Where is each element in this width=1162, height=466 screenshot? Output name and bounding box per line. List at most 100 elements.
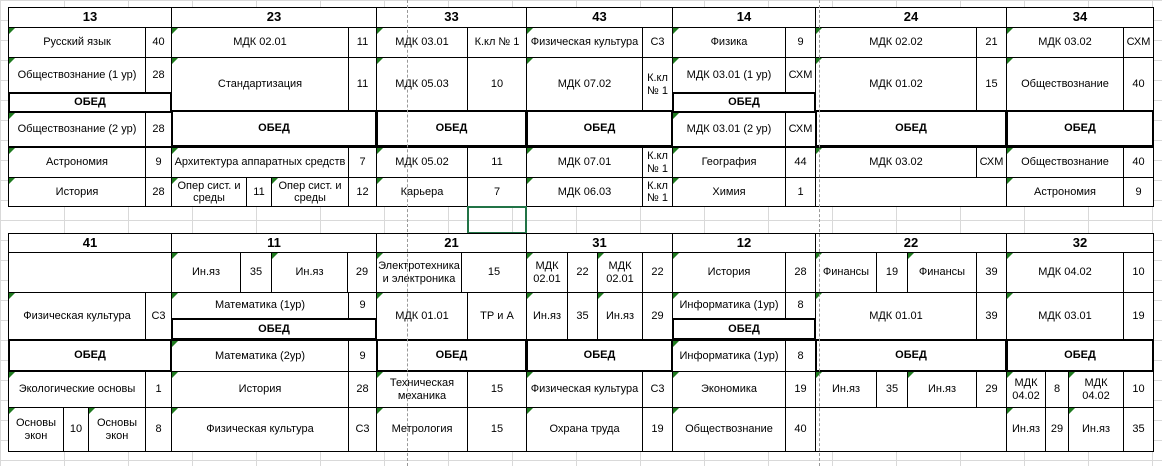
subject-cell[interactable]: Ин.яз [1006,407,1046,452]
room-cell[interactable]: 11 [246,177,272,207]
room-cell[interactable]: 35 [876,371,908,408]
group-header[interactable]: 21 [376,233,527,253]
subject-cell[interactable]: Физика [672,27,786,58]
room-cell[interactable]: 15 [467,371,527,408]
group-header[interactable]: 43 [526,7,673,28]
room-cell[interactable]: 28 [145,112,172,147]
subject-cell[interactable]: Опер сист. и среды [171,177,247,207]
group-header[interactable]: 23 [171,7,377,28]
subject-cell[interactable]: МДК 05.02 [376,147,468,178]
room-cell[interactable]: 1 [785,177,816,207]
room-cell[interactable]: ТР и А [467,292,527,341]
lunch-cell[interactable]: ОБЕД [8,92,172,113]
room-cell[interactable]: 15 [976,57,1007,112]
group-header[interactable]: 32 [1006,233,1154,253]
subject-cell[interactable]: МДК 07.01 [526,147,643,178]
room-cell[interactable]: 40 [785,407,816,452]
group-header[interactable]: 13 [8,7,172,28]
subject-cell[interactable]: Математика (2ур) [171,340,349,372]
subject-cell[interactable]: Экономика [672,371,786,408]
room-cell[interactable]: 7 [348,147,377,178]
group-header[interactable]: 33 [376,7,527,28]
room-cell[interactable]: С3 [642,371,673,408]
room-cell[interactable]: 19 [1123,292,1154,341]
subject-cell[interactable]: Карьера [376,177,468,207]
room-cell[interactable]: С3 [348,407,377,452]
room-cell[interactable]: 15 [467,407,527,452]
subject-cell[interactable]: МДК 03.01 [1006,292,1124,341]
room-cell[interactable]: СХМ [785,57,816,93]
subject-cell[interactable]: Техническая механика [376,371,468,408]
room-cell[interactable]: 10 [467,57,527,112]
room-cell[interactable]: С3 [642,27,673,58]
room-cell[interactable]: 9 [348,340,377,372]
room-cell[interactable]: 39 [976,252,1007,293]
subject-cell[interactable]: Ин.яз [907,371,977,408]
subject-cell[interactable]: Информатика (1ур) [672,340,786,372]
subject-cell[interactable]: История [8,177,146,207]
group-header[interactable]: 14 [672,7,816,28]
lunch-cell[interactable]: ОБЕД [672,92,816,113]
subject-cell[interactable]: МДК 01.01 [815,292,977,341]
subject-cell[interactable]: Ин.яз [1068,407,1124,452]
subject-cell[interactable]: МДК 04.02 [1068,371,1124,408]
subject-cell[interactable]: Ин.яз [597,292,643,341]
subject-cell[interactable]: Обществознание [672,407,786,452]
lunch-cell[interactable]: ОБЕД [526,110,673,147]
subject-cell[interactable]: Основы экон [88,407,146,452]
lunch-cell[interactable]: ОБЕД [171,318,377,340]
room-cell[interactable]: 10 [1123,252,1154,293]
lunch-cell[interactable]: ОБЕД [1006,339,1154,372]
empty-cell[interactable] [815,407,1007,452]
room-cell[interactable]: 10 [1123,371,1154,408]
subject-cell[interactable]: Обществознание (2 ур) [8,112,146,147]
subject-cell[interactable]: Физическая культура [8,292,146,341]
room-cell[interactable]: 8 [1045,371,1069,408]
subject-cell[interactable]: МДК 07.02 [526,57,643,112]
subject-cell[interactable]: МДК 06.03 [526,177,643,207]
room-cell[interactable]: 39 [976,292,1007,341]
subject-cell[interactable]: Информатика (1ур) [672,292,786,319]
room-cell[interactable]: 12 [348,177,377,207]
room-cell[interactable]: К.кл № 1 [642,57,673,112]
room-cell[interactable]: 11 [467,147,527,178]
subject-cell[interactable]: История [672,252,786,293]
subject-cell[interactable]: МДК 03.02 [815,147,977,178]
group-header[interactable]: 22 [815,233,1007,253]
room-cell[interactable]: 19 [876,252,908,293]
subject-cell[interactable]: МДК 05.03 [376,57,468,112]
subject-cell[interactable]: История [171,371,349,408]
room-cell[interactable]: СХМ [785,112,816,147]
subject-cell[interactable]: Ин.яз [526,292,568,341]
subject-cell[interactable]: Физическая культура [526,27,643,58]
room-cell[interactable]: 8 [145,407,172,452]
subject-cell[interactable]: Ин.яз [171,252,241,293]
subject-cell[interactable]: Физическая культура [171,407,349,452]
room-cell[interactable]: 8 [785,292,816,319]
room-cell[interactable]: 44 [785,147,816,178]
room-cell[interactable]: 22 [567,252,598,293]
subject-cell[interactable]: Финансы [815,252,877,293]
subject-cell[interactable]: МДК 01.02 [815,57,977,112]
room-cell[interactable]: 19 [785,371,816,408]
room-cell[interactable]: 35 [567,292,598,341]
room-cell[interactable]: 9 [348,292,377,319]
room-cell[interactable]: 35 [240,252,272,293]
group-header[interactable]: 34 [1006,7,1154,28]
room-cell[interactable]: 28 [145,57,172,93]
room-cell[interactable]: 22 [642,252,673,293]
subject-cell[interactable]: Химия [672,177,786,207]
lunch-cell[interactable]: ОБЕД [171,110,377,147]
group-header[interactable]: 41 [8,233,172,253]
subject-cell[interactable]: Обществознание [1006,147,1124,178]
room-cell[interactable]: К.кл № 1 [642,177,673,207]
room-cell[interactable]: 29 [1045,407,1069,452]
subject-cell[interactable]: Астрономия [1006,177,1124,207]
room-cell[interactable]: 21 [976,27,1007,58]
room-cell[interactable]: 40 [1123,147,1154,178]
room-cell[interactable]: 28 [348,371,377,408]
empty-cell[interactable] [8,252,172,293]
subject-cell[interactable]: Ин.яз [815,371,877,408]
room-cell[interactable]: СХМ [976,147,1007,178]
room-cell[interactable]: 40 [1123,57,1154,112]
